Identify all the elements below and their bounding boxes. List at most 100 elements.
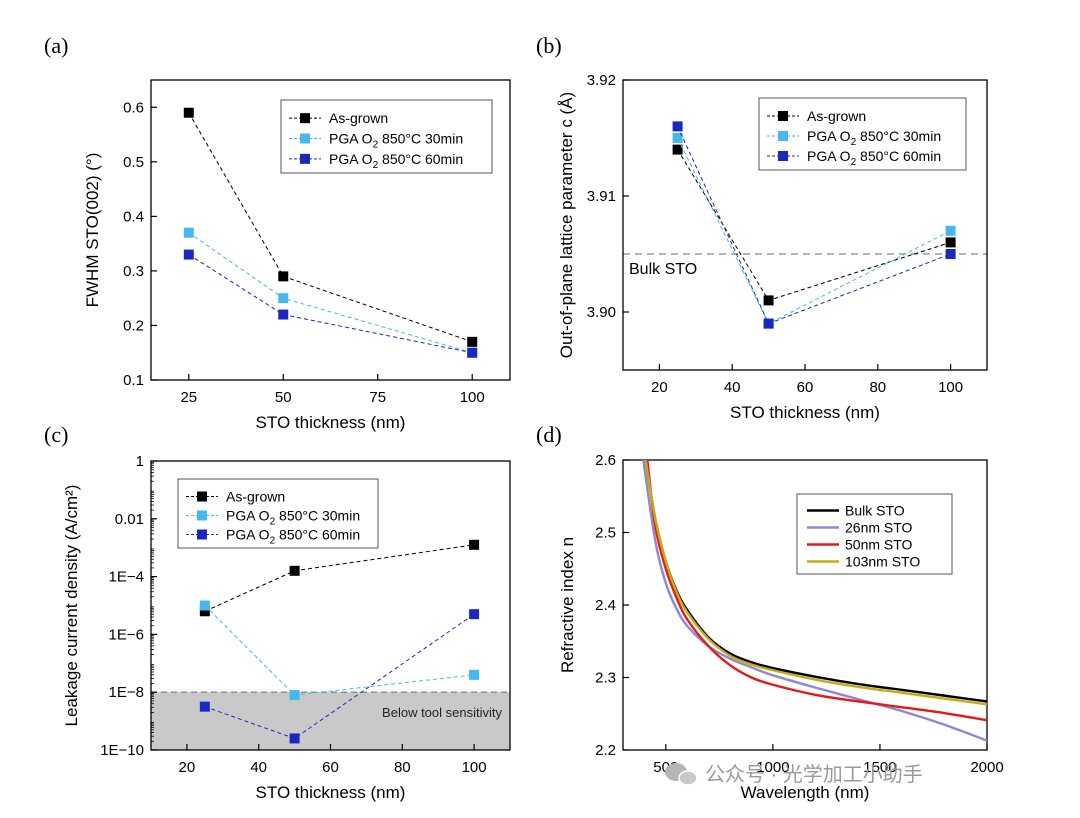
series-line-2 bbox=[188, 254, 473, 354]
data-point bbox=[278, 309, 289, 320]
legend-label: PGA O2 850°C 30min bbox=[329, 131, 463, 151]
legend-swatch bbox=[197, 491, 207, 502]
data-point bbox=[672, 121, 683, 132]
legend-label: Bulk STO bbox=[845, 503, 905, 519]
x-axis-label: Wavelength (nm) bbox=[741, 783, 870, 802]
legend-label: As-grown bbox=[329, 110, 388, 126]
x-tick-label: 25 bbox=[180, 389, 197, 406]
x-tick-label: 2000 bbox=[970, 759, 1003, 776]
x-tick-label: 50 bbox=[275, 389, 292, 406]
x-tick-label: 20 bbox=[651, 379, 668, 396]
y-tick-label: 1E−8 bbox=[109, 684, 144, 701]
series-line-0 bbox=[188, 112, 473, 343]
plot-frame bbox=[150, 79, 511, 381]
y-tick-label: 2.5 bbox=[595, 525, 616, 542]
data-point bbox=[289, 733, 300, 744]
legend-label: As-grown bbox=[807, 108, 866, 124]
data-point bbox=[199, 701, 210, 712]
panel-label: (b) bbox=[536, 33, 562, 58]
panel-b: (b) Bulk STO 20 40 60 80 100 3.90 3.91 3.92 STO th… bbox=[536, 33, 988, 422]
x-tick-label: 100 bbox=[460, 389, 485, 406]
data-point bbox=[763, 318, 774, 329]
y-tick-label: 1E−10 bbox=[100, 742, 144, 759]
legend-label: PGA O2 850°C 30min bbox=[226, 508, 360, 528]
shaded-region-label: Below tool sensitivity bbox=[382, 705, 502, 720]
data-point bbox=[467, 336, 478, 347]
data-point bbox=[278, 271, 289, 282]
legend-label: 50nm STO bbox=[845, 537, 913, 553]
y-axis-label: FWHM STO(002) (°) bbox=[83, 153, 102, 308]
x-axis-label: STO thickness (nm) bbox=[256, 413, 406, 432]
legend-swatch bbox=[197, 529, 207, 540]
x-tick-label: 40 bbox=[250, 759, 267, 776]
y-tick-label: 3.92 bbox=[587, 72, 616, 89]
x-tick-label: 20 bbox=[179, 759, 196, 776]
series-line-2 bbox=[646, 460, 987, 722]
panel-c: (c) Below tool sensitivity 20 40 60 80 100 1E−1… bbox=[44, 422, 511, 802]
x-tick-label: 60 bbox=[322, 759, 339, 776]
x-tick-label: 60 bbox=[797, 379, 814, 396]
y-tick-label: 3.91 bbox=[587, 188, 616, 205]
x-tick-label: 1500 bbox=[863, 759, 896, 776]
y-tick-label: 0.2 bbox=[123, 317, 144, 334]
data-point bbox=[278, 293, 289, 304]
y-tick-label: 0.3 bbox=[123, 263, 144, 280]
y-tick-label: 3.90 bbox=[587, 304, 616, 321]
y-tick-label: 0.6 bbox=[123, 99, 144, 116]
series-line-0 bbox=[204, 544, 475, 612]
series-line-0 bbox=[644, 460, 987, 703]
panel-a: (a) 25 50 75 100 0.1 0.2 0.3 0.4 0.5 0.6 STO thickn… bbox=[44, 33, 511, 432]
data-point bbox=[183, 227, 194, 238]
y-tick-label: 1E−4 bbox=[109, 569, 144, 586]
legend-box bbox=[177, 478, 379, 549]
series-line-0 bbox=[677, 149, 951, 301]
legend-label: As-grown bbox=[226, 489, 285, 505]
x-tick-label: 100 bbox=[938, 379, 963, 396]
x-tick-label: 80 bbox=[869, 379, 886, 396]
reference-line-label: Bulk STO bbox=[629, 261, 697, 278]
data-point bbox=[469, 539, 480, 550]
y-axis-label: Leakage current density (A/cm²) bbox=[62, 485, 81, 727]
legend-label: PGA O2 850°C 60min bbox=[807, 148, 941, 168]
panel-label: (d) bbox=[536, 422, 562, 447]
data-point bbox=[672, 144, 683, 155]
wechat-icon bbox=[665, 763, 698, 786]
panel-label: (c) bbox=[44, 422, 68, 447]
legend-swatch bbox=[778, 151, 788, 161]
x-tick-label: 1000 bbox=[756, 759, 789, 776]
legend-label: 103nm STO bbox=[845, 554, 920, 570]
legend-swatch bbox=[300, 153, 310, 164]
data-point bbox=[183, 107, 194, 118]
y-tick-label: 0.5 bbox=[123, 154, 144, 171]
y-tick-label: 0.1 bbox=[123, 372, 144, 389]
legend-label: 26nm STO bbox=[845, 520, 913, 536]
legend-label: PGA O2 850°C 60min bbox=[329, 151, 463, 171]
y-axis-label: Refractive index n bbox=[558, 537, 577, 673]
legend-swatch bbox=[300, 113, 310, 124]
shaded-region bbox=[151, 692, 510, 750]
legend-swatch bbox=[778, 111, 788, 121]
data-point bbox=[469, 669, 480, 680]
series-line-2 bbox=[204, 613, 475, 739]
y-tick-label: 0.4 bbox=[123, 208, 144, 225]
legend-box bbox=[280, 99, 493, 174]
data-point bbox=[199, 600, 210, 611]
panel-d: (d)500 1000 1500 20002.22.32.42.52.6Wavelen… bbox=[536, 422, 1004, 802]
legend-swatch bbox=[300, 133, 310, 144]
wechat-bubble-small bbox=[678, 770, 698, 786]
legend-swatch bbox=[778, 131, 788, 141]
legend-swatch bbox=[197, 510, 207, 521]
data-point bbox=[289, 690, 300, 701]
x-tick-label: 100 bbox=[462, 759, 487, 776]
y-tick-label: 2.6 bbox=[595, 452, 616, 469]
y-tick-label: 2.3 bbox=[595, 670, 616, 687]
legend-label: PGA O2 850°C 60min bbox=[226, 527, 360, 547]
data-point bbox=[763, 295, 774, 306]
y-tick-label: 1E−6 bbox=[109, 626, 144, 643]
data-point bbox=[199, 606, 210, 617]
y-tick-label: 2.4 bbox=[595, 597, 616, 614]
y-tick-label: 0.01 bbox=[115, 511, 144, 528]
watermark: 公众号 · 光学加工小助手 bbox=[665, 763, 923, 786]
series-line-1 bbox=[642, 460, 987, 742]
